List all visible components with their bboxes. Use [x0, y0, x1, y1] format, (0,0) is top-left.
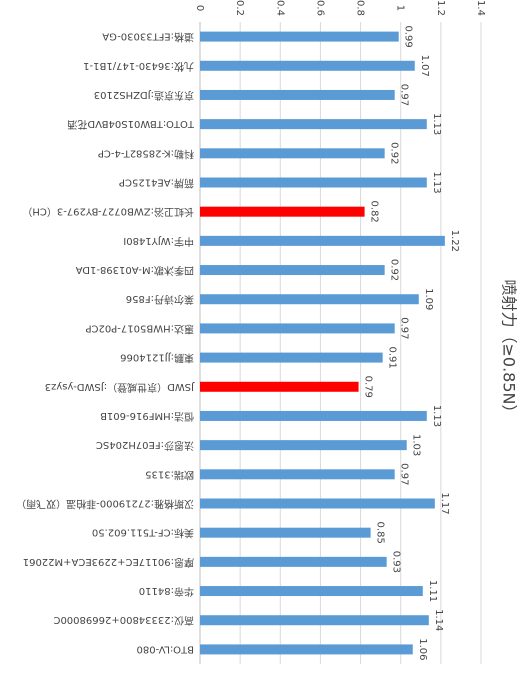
- y-tick-label: 中宇:WJY1480I: [123, 235, 194, 248]
- value-label: 0.92: [389, 142, 400, 164]
- y-tick-label: 東鹏:JJ1214066: [120, 352, 194, 365]
- x-tick-label: 0: [194, 5, 205, 11]
- y-tick-label: TOTO:TBW01S04BVD花洒: [67, 118, 195, 131]
- bar: [200, 60, 415, 71]
- bar: [200, 294, 419, 305]
- y-tick-label: 九牧:36430-147/1B1-1: [83, 60, 194, 73]
- value-label: 1.09: [423, 288, 434, 310]
- bar: [200, 352, 383, 363]
- y-tick-label: 长虹卫浴:ZWB0727-BY297-3（CH）: [22, 206, 194, 218]
- value-label: 1.13: [431, 113, 442, 135]
- y-tick-label: 汉斯格雅:27219000-菲柏温（双飞雨）: [16, 498, 194, 511]
- y-tick-label: 高仪:23334800+26698000C: [53, 614, 194, 627]
- bar: [200, 206, 365, 217]
- y-tick-label: 法恩莎:FE07H204SC: [96, 439, 194, 452]
- bar: [200, 235, 445, 246]
- value-label: 1.11: [427, 580, 438, 602]
- chart-title: 喷射力（≥0.85N）: [500, 279, 519, 420]
- y-tick-label: 惠达:HWB5017-P02CP: [86, 322, 194, 335]
- y-tick-label: 京东京造:JDZHS2103: [94, 89, 194, 102]
- bar: [200, 469, 395, 480]
- bar: [200, 644, 413, 655]
- value-label: 0.85: [375, 522, 386, 544]
- bar: [200, 323, 395, 334]
- y-tick-label: 欧瑞:3135: [145, 468, 194, 480]
- y-tick-label: 恒洁:HMF916-601B: [100, 410, 194, 423]
- value-label: 0.97: [399, 84, 410, 106]
- y-tick-label: 四季沐歌:M-A01398-1DA: [75, 264, 194, 277]
- y-tick-label: JSWD（京世威登）:JSWD-ysyz3: [45, 381, 195, 394]
- y-tick-label: 莱尔诗丹:F856: [126, 293, 194, 306]
- value-label: 1.22: [449, 230, 460, 252]
- bar: [200, 410, 427, 421]
- x-tick-label: 0.4: [274, 0, 285, 16]
- bar: [200, 586, 423, 597]
- bar: [200, 556, 387, 567]
- x-tick-label: 1.4: [475, 0, 486, 16]
- bar: [200, 381, 359, 392]
- y-tick-label: 美标:CF-T511.602.50: [92, 527, 194, 540]
- value-label: 0.97: [399, 317, 410, 339]
- value-label: 0.93: [391, 551, 402, 573]
- value-label: 0.99: [403, 25, 414, 47]
- x-tick-label: 1.2: [435, 0, 446, 16]
- value-label: 1.13: [431, 405, 442, 427]
- y-tick-label: BTO:LV-080: [137, 643, 194, 654]
- value-label: 0.92: [389, 259, 400, 281]
- value-label: 1.06: [417, 638, 428, 660]
- bar: [200, 265, 385, 276]
- value-label: 1.14: [433, 609, 444, 631]
- value-label: 1.07: [419, 55, 430, 77]
- y-tick-label: 道格:EFT33030-GA: [102, 31, 194, 44]
- bar: [200, 31, 399, 42]
- x-tick-label: 1: [395, 5, 406, 11]
- bar: [200, 177, 427, 188]
- y-tick-label: 摩恩:90117EC+2293ECA+M22061: [23, 556, 194, 569]
- value-label: 1.13: [431, 171, 442, 193]
- bar: [200, 615, 429, 626]
- y-tick-label: 科勒:K-28582T-4-CP: [98, 147, 194, 160]
- value-label: 1.03: [411, 434, 422, 456]
- value-label: 1.17: [439, 492, 450, 514]
- bar: [200, 498, 435, 509]
- bar: [200, 89, 395, 100]
- x-tick-label: 0.8: [355, 0, 366, 16]
- x-tick-label: 0.2: [234, 0, 245, 16]
- x-tick-label: 0.6: [314, 0, 325, 16]
- value-label: 0.79: [363, 376, 374, 398]
- bar: [200, 527, 371, 538]
- bar: [200, 148, 385, 159]
- value-label: 0.97: [399, 463, 410, 485]
- y-tick-label: 华帝:84110: [139, 585, 194, 598]
- value-label: 0.91: [387, 346, 398, 368]
- bar: [200, 440, 407, 451]
- y-tick-label: 箭牌:AE4125CP: [119, 177, 194, 190]
- value-label: 0.82: [369, 201, 380, 223]
- bar: [200, 119, 427, 130]
